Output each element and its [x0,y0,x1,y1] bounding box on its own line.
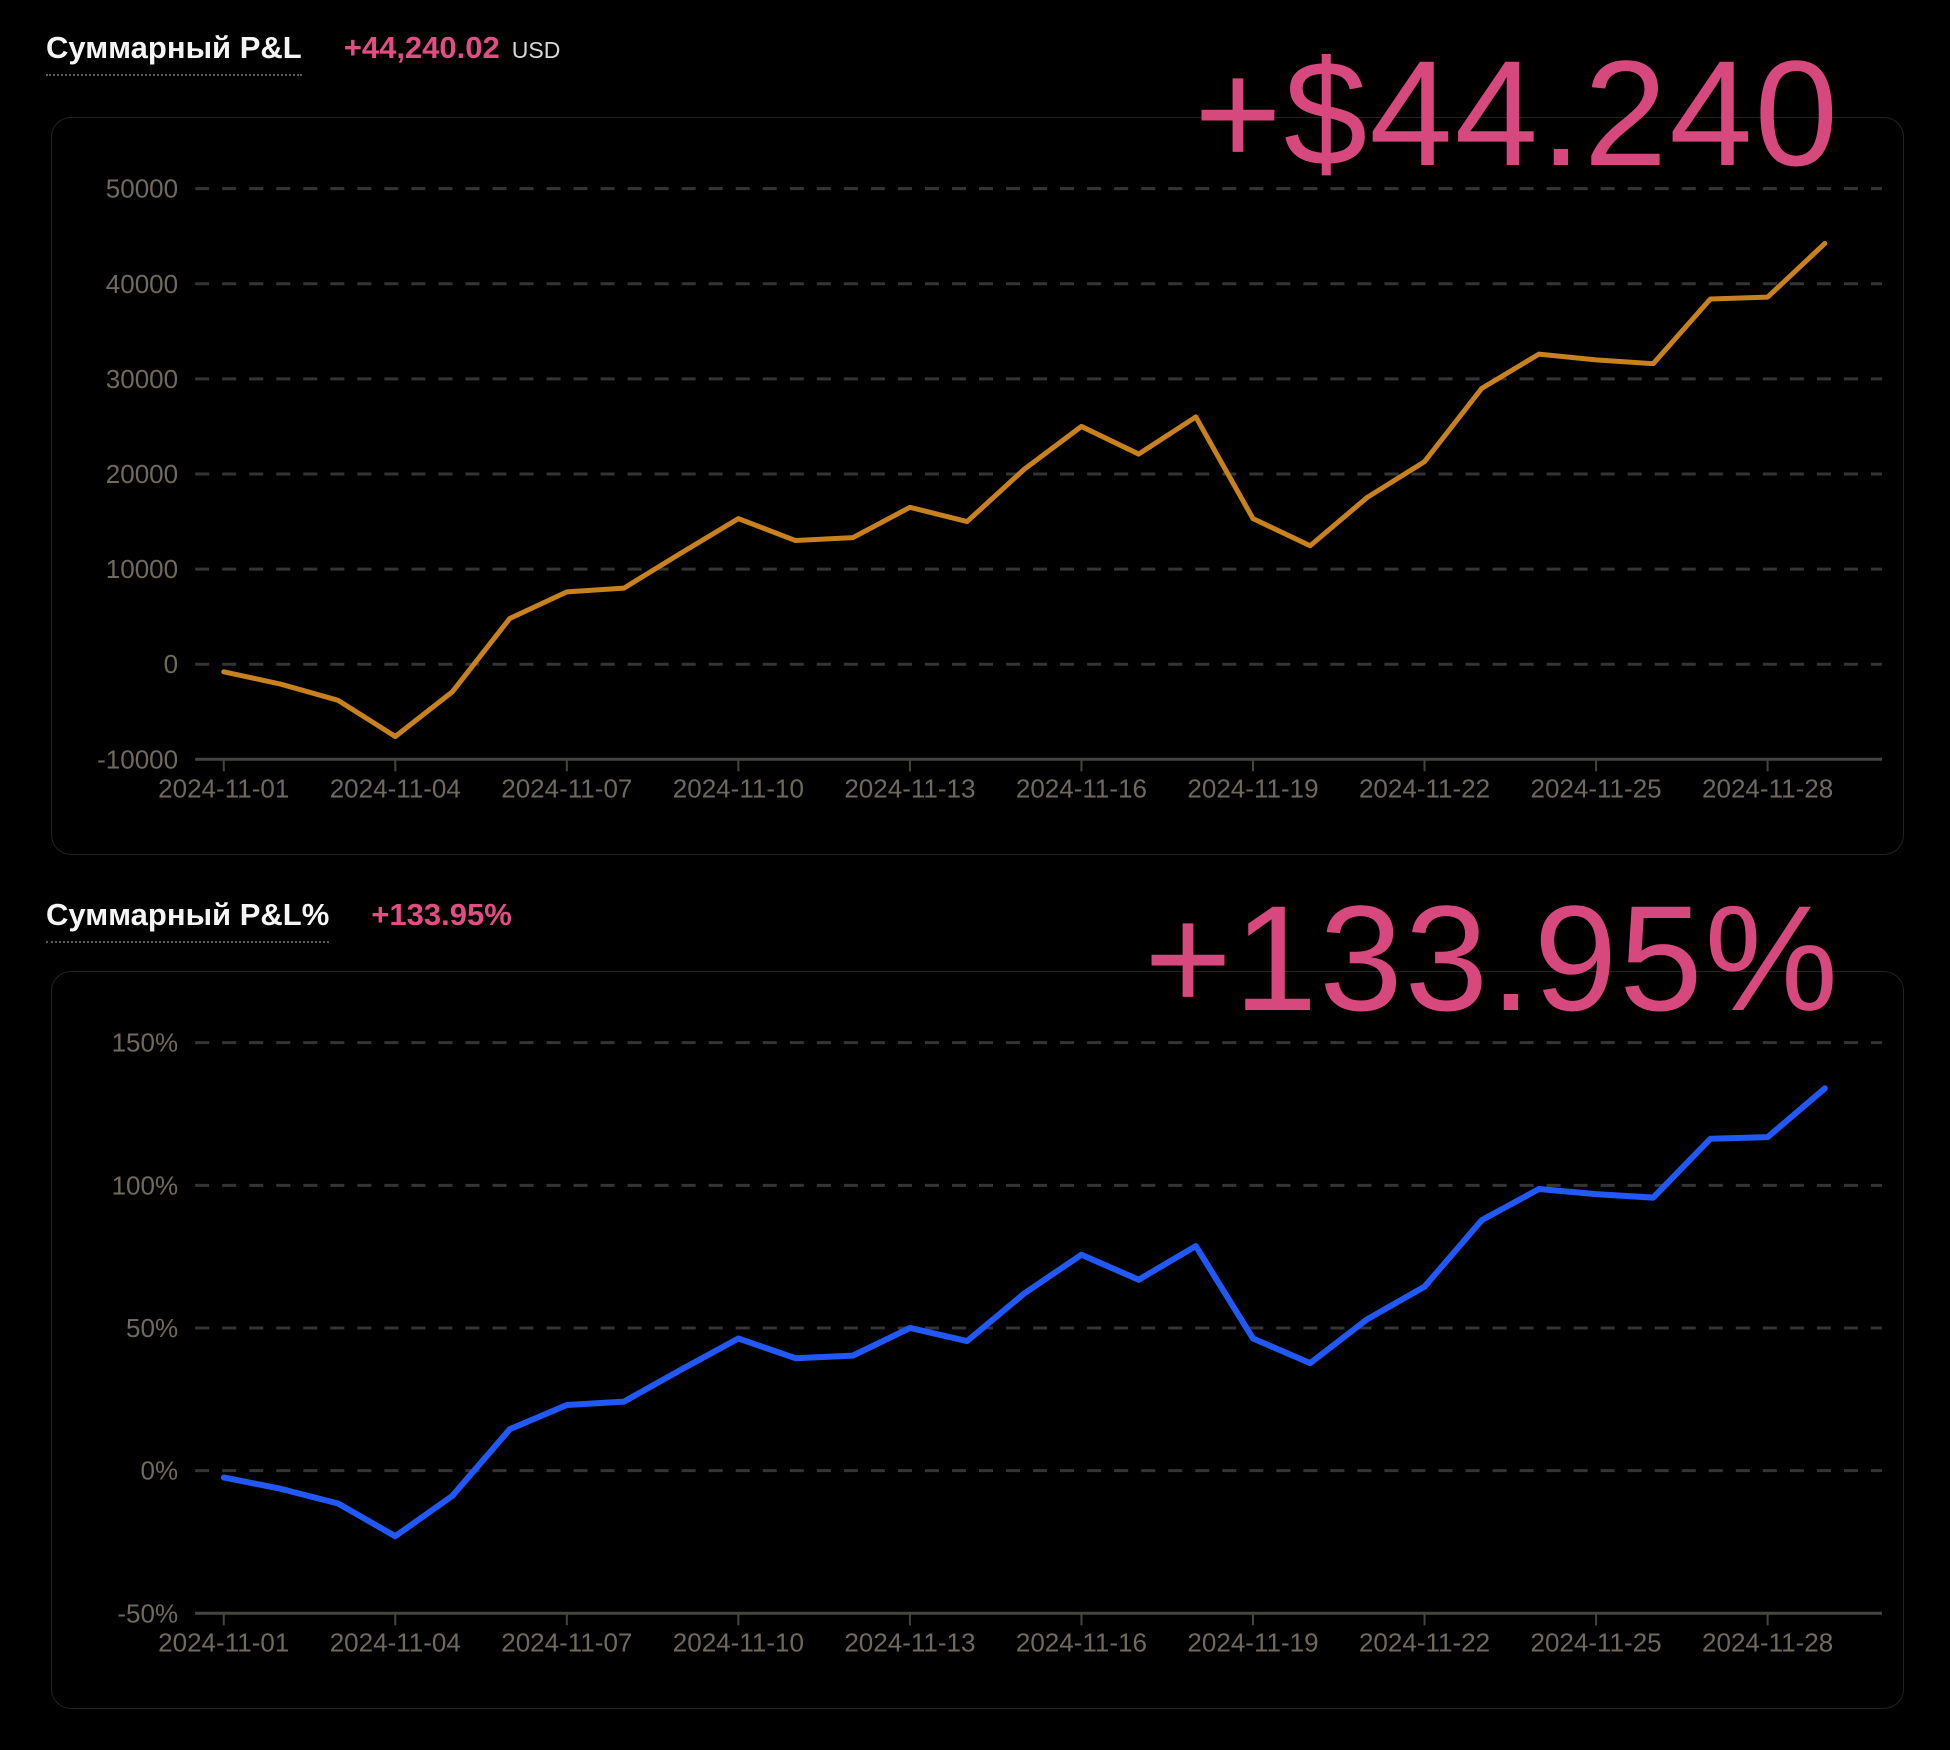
x-tick-label: 2024-11-28 [1702,1627,1833,1657]
x-tick-label: 2024-11-25 [1530,773,1661,803]
x-tick-label: 2024-11-22 [1359,1627,1490,1657]
x-tick-label: 2024-11-16 [1016,773,1147,803]
y-tick-label: 100% [112,1170,179,1200]
y-tick-label: 20000 [106,459,178,489]
x-tick-label: 2024-11-13 [844,1627,975,1657]
y-tick-label: 0% [141,1456,179,1486]
pnl-series-line [221,240,1828,739]
x-tick-label: 2024-11-19 [1187,1627,1318,1657]
pnl-usd-title[interactable]: Суммарный P&L [46,30,302,76]
pnl-pct-value: +133.95% [371,897,512,932]
x-tick-label: 2024-11-16 [1016,1627,1147,1657]
pnl-series-line [220,1085,1828,1540]
y-tick-label: -50% [117,1598,178,1628]
x-tick-label: 2024-11-10 [673,1627,804,1657]
pnl-pct-chart-panel: 150% 100% 50% 0% -50% 2024-11-01 2024-11-04 202… [51,971,1904,1709]
x-tick-label: 2024-11-01 [158,1627,289,1657]
x-tick-label: 2024-11-19 [1187,773,1318,803]
y-tick-label: 30000 [106,364,178,394]
x-tick-label: 2024-11-07 [501,1627,632,1657]
pnl-usd-line-chart: 50000400003000020000100000-100002024-11-… [97,174,1882,803]
pnl-pct-header: Суммарный P&L% +133.95% [46,897,512,943]
pnl-usd-value: +44,240.02 [343,30,500,65]
x-tick-label: 2024-11-04 [330,773,461,803]
y-tick-label: 0 [164,649,178,679]
x-tick-label: 2024-11-22 [1359,773,1490,803]
y-tick-label: 50000 [106,174,178,204]
y-tick-label: 150% [112,1028,179,1058]
y-tick-label: -10000 [97,744,178,774]
y-tick-label: 10000 [106,554,178,584]
pnl-usd-chart-panel: 50000 40000 30000 20000 10000 0 -10000 2024-11-… [51,117,1904,855]
y-tick-label: 40000 [106,269,178,299]
y-tick-label: 50% [126,1313,178,1343]
pnl-usd-unit: USD [511,37,561,63]
pnl-pct-title[interactable]: Суммарный P&L% [46,897,330,943]
x-tick-label: 2024-11-10 [673,773,804,803]
x-tick-label: 2024-11-04 [330,1627,461,1657]
pnl-pct-line-chart: 150% 100% 50% 0% -50%2024-11-01 2024-11-04 202… [112,1028,1882,1657]
x-tick-label: 2024-11-25 [1530,1627,1661,1657]
x-tick-label: 2024-11-28 [1702,773,1833,803]
x-tick-label: 2024-11-13 [844,773,975,803]
x-tick-label: 2024-11-01 [158,773,289,803]
x-tick-label: 2024-11-07 [501,773,632,803]
pnl-usd-header: Суммарный P&L +44,240.02 USD [46,30,560,76]
